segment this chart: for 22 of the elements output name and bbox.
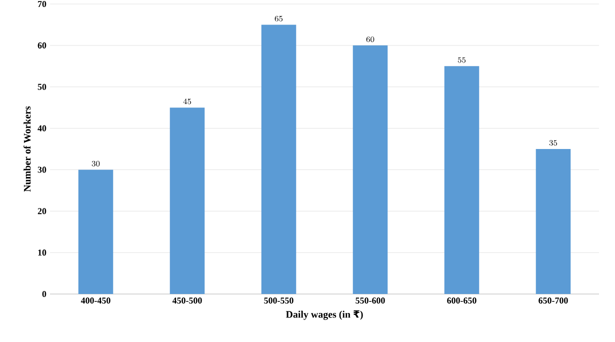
x-tick-label: 650-700 [538,298,568,304]
y-tick-label: 60 [38,42,46,48]
bar [78,170,114,294]
x-axis-title: Daily wages (in ₹) [286,310,363,320]
y-tick-label: 10 [38,250,46,256]
x-tick-label: 550-600 [356,298,385,304]
y-axis-title: Number of Workers [24,106,31,192]
y-tick-label: 40 [38,125,46,132]
x-tick-label: 400-450 [80,298,110,304]
y-tick-label: 50 [38,84,46,90]
bar [536,149,571,294]
bar [170,108,205,294]
bar [261,24,296,294]
x-tick-label: 600-650 [447,298,476,304]
y-tick-label: 30 [38,166,46,173]
y-tick-label: 70 [38,0,46,8]
bar [444,66,480,294]
bar [352,45,388,294]
y-tick-label: 20 [38,208,46,214]
x-tick-label: 450-500 [172,298,202,304]
x-tick-label: 500-550 [264,298,294,304]
y-tick-label: 0 [42,290,46,298]
